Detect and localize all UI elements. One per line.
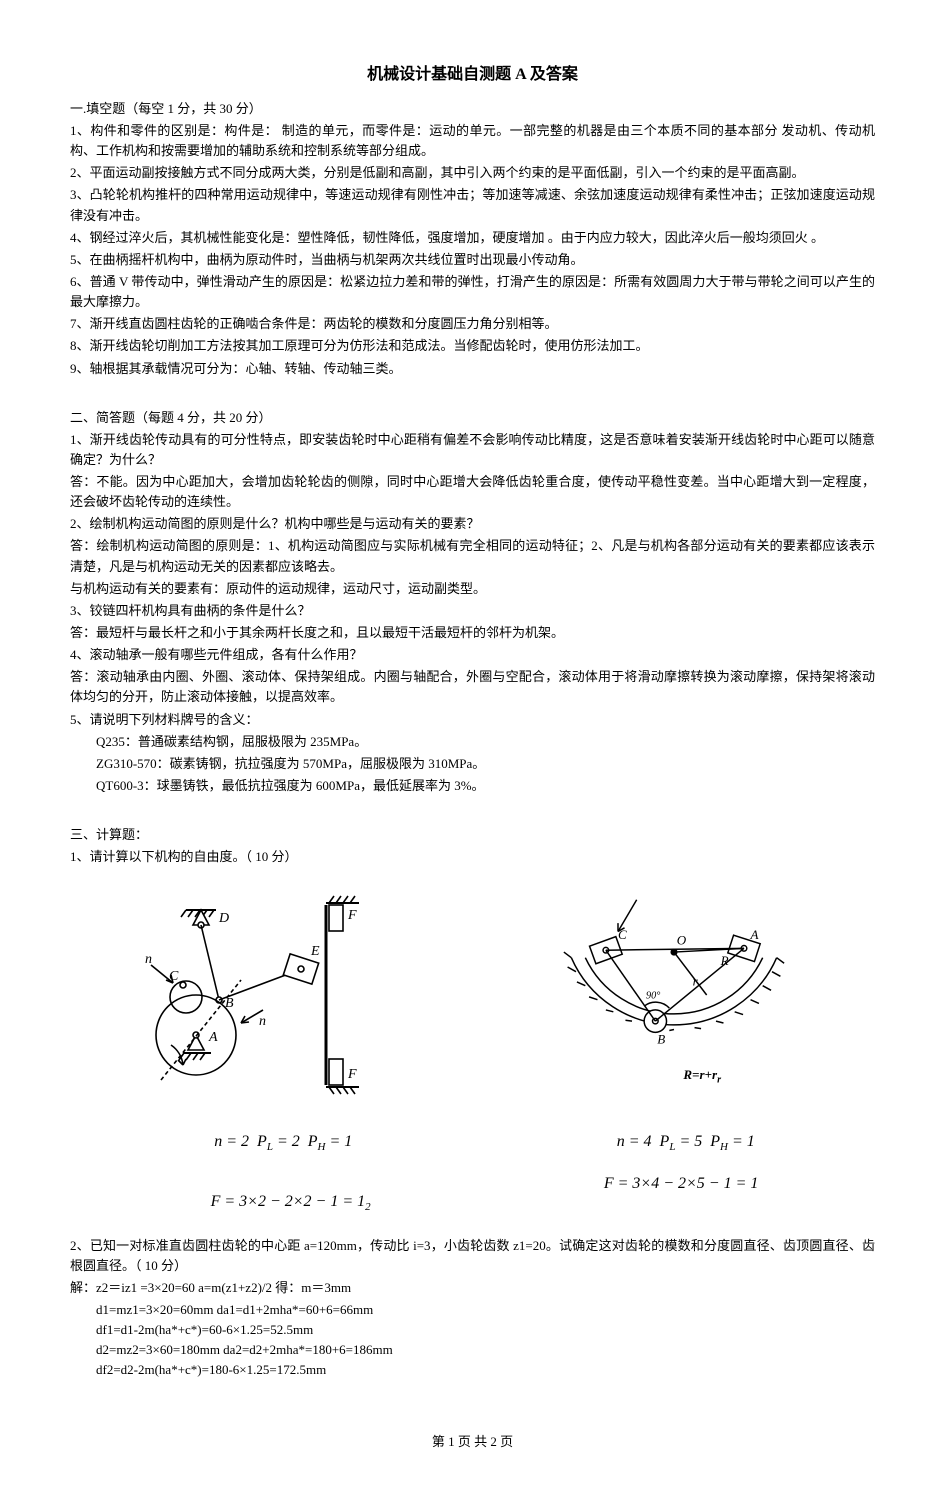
fig1-label-F2: F [347,1067,357,1082]
section3-heading: 三、计算题： [70,824,875,843]
fig2-Rexp-sub: r [717,1075,722,1086]
eq-left-1: n = 2 PL = 2 PH = 1 [190,1115,352,1171]
fig1-label-F1: F [347,908,357,923]
fig2-label-A: A [749,927,759,942]
s1-item-2: 2、平面运动副按接触方式不同分成两大类，分别是低副和高副，其中引入两个约束的是平… [70,163,875,183]
equations-row-1: n = 2 PL = 2 PH = 1 n = 4 PL = 5 PH = 1 [70,1115,875,1171]
page-footer: 第 1 页 共 2 页 [70,1431,875,1450]
s2-mat-1: Q235：普通碳素结构钢，屈服极限为 235MPa。 [70,732,875,752]
section1-heading: 一.填空题（每空 1 分，共 30 分） [70,98,875,117]
s1-item-9: 9、轴根据其承载情况可分为：心轴、转轴、传动轴三类。 [70,359,875,379]
calc-line-2: d1=mz1=3×20=60mm da1=d1+2mha*=60+6=66mm [96,1300,875,1320]
fig1-label-n2: n [259,1014,266,1029]
s2-item-7: 答：最短杆与最长杆之和小于其余两杆长度之和，且以最短干活最短杆的邻杆为机架。 [70,623,875,643]
s2-mat-3: QT600-3：球墨铸铁，最低抗拉强度为 600MPa，最低延展率为 3%。 [70,776,875,796]
s2-item-9: 答：滚动轴承由内圈、外圈、滚动体、保持架组成。内圈与轴配合，外圈与空配合，滚动体… [70,667,875,707]
page-title: 机械设计基础自测题 A 及答案 [70,60,875,84]
fig2-label-C: C [618,927,627,942]
s1-item-8: 8、渐开线齿轮切削加工方法按其加工原理可分为仿形法和范成法。当修配齿轮时，使用仿… [70,336,875,356]
s2-item-2: 答：不能。因为中心距加大，会增加齿轮轮齿的侧隙，同时中心距增大会降低齿轮重合度，… [70,472,875,512]
mechanism-figure-2: C O A R r 90° B R=r+rr [534,885,814,1105]
section2-heading: 二、简答题（每题 4 分，共 20 分） [70,407,875,426]
document-page: 机械设计基础自测题 A 及答案 一.填空题（每空 1 分，共 30 分） 1、构… [0,0,945,1490]
mechanism-figure-1: D F E C B A F n n [131,885,411,1105]
s1-item-5: 5、在曲柄摇杆机构中，曲柄为原动件时，当曲柄与机架两次共线位置时出现最小传动角。 [70,250,875,270]
s2-item-3: 2、绘制机构运动简图的原则是什么？机构中哪些是与运动有关的要素？ [70,514,875,534]
fig1-label-B: B [225,996,234,1011]
fig1-label-n1: n [145,952,152,967]
fig2-label-O: O [677,933,687,948]
calc-line-5: df2=d2-2m(ha*+c*)=180-6×1.25=172.5mm [96,1360,875,1380]
s2-item-6: 3、铰链四杆机构具有曲柄的条件是什么？ [70,601,875,621]
equations-row-2: F = 3×2 − 2×2 − 1 = 12 F = 3×4 − 2×5 − 1… [70,1175,875,1231]
eq-right-1: n = 4 PL = 5 PH = 1 [593,1115,755,1171]
fig1-label-A: A [208,1030,218,1045]
s2-item-10: 5、请说明下列材料牌号的含义： [70,710,875,730]
fig2-label-angle: 90° [646,991,660,1002]
eq-left-2: F = 3×2 − 2×2 − 1 = 12 [187,1175,371,1231]
s1-item-6: 6、普通 V 带传动中，弹性滑动产生的原因是：松紧边拉力差和带的弹性，打滑产生的… [70,272,875,312]
eq-right-2: F = 3×4 − 2×5 − 1 = 1 [604,1175,759,1231]
s1-item-3: 3、凸轮轮机构推杆的四种常用运动规律中，等速运动规律有刚性冲击；等加速等减速、余… [70,185,875,225]
s3-solution: 解：z2＝iz1 =3×20=60 a=m(z1+z2)/2 得：m＝3mm [70,1278,875,1298]
figures-row: D F E C B A F n n [70,885,875,1105]
s1-item-4: 4、钢经过淬火后，其机械性能变化是：塑性降低，韧性降低，强度增加，硬度增加 。由… [70,228,875,248]
fig1-label-D: D [218,911,229,926]
s1-item-7: 7、渐开线直齿圆柱齿轮的正确啮合条件是：两齿轮的模数和分度圆压力角分别相等。 [70,314,875,334]
fig2-Rexp: R=r+r [682,1067,718,1082]
calc-block: d1=mz1=3×20=60mm da1=d1+2mha*=60+6=66mm … [96,1300,875,1381]
s3-q1: 1、请计算以下机构的自由度。（ 10 分） [70,847,875,867]
calc-line-3: df1=d1-2m(ha*+c*)=60-6×1.25=52.5mm [96,1320,875,1340]
s3-q2: 2、已知一对标准直齿圆柱齿轮的中心距 a=120mm，传动比 i=3，小齿轮齿数… [70,1236,875,1276]
s1-item-1: 1、构件和零件的区别是：构件是： 制造的单元，而零件是：运动的单元。一部完整的机… [70,121,875,161]
svg-text:R=r+rr: R=r+rr [682,1067,722,1086]
s2-item-8: 4、滚动轴承一般有哪些元件组成，各有什么作用？ [70,645,875,665]
calc-line-4: d2=mz2=3×60=180mm da2=d2+2mha*=180+6=186… [96,1340,875,1360]
s2-item-1: 1、渐开线齿轮传动具有的可分性特点，即安装齿轮时中心距稍有偏差不会影响传动比精度… [70,430,875,470]
s2-item-5: 与机构运动有关的要素有：原动件的运动规律，运动尺寸，运动副类型。 [70,579,875,599]
s2-mat-2: ZG310-570：碳素铸钢，抗拉强度为 570MPa，屈服极限为 310MPa… [70,754,875,774]
fig2-label-B: B [657,1032,665,1047]
fig1-label-C: C [169,969,179,984]
s2-item-4: 答：绘制机构运动简图的原则是：1、机构运动简图应与实际机械有完全相同的运动特征；… [70,536,875,576]
fig1-label-E: E [310,944,320,959]
fig2-label-R: R [719,953,728,968]
